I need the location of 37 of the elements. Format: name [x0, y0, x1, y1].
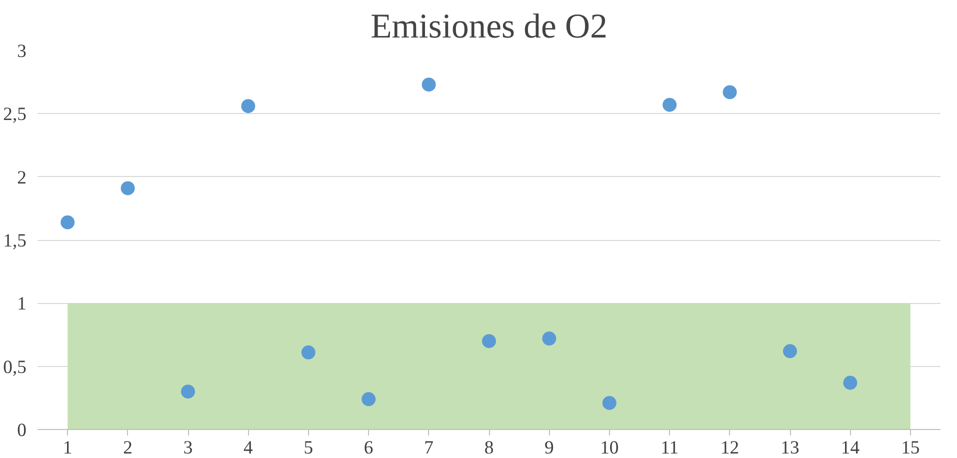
y-tick-label: 1,5: [3, 230, 27, 252]
point: [301, 345, 316, 360]
point: [422, 78, 436, 92]
point: [722, 85, 737, 100]
point: [602, 396, 616, 410]
y-tick-label: 0,5: [3, 356, 27, 378]
point: [843, 376, 858, 390]
x-tick-label: 12: [720, 438, 740, 458]
x-tick-label: 13: [780, 438, 800, 458]
x-tick-label: 7: [424, 438, 434, 458]
point: [181, 384, 195, 399]
x-tick-label: 3: [183, 438, 193, 458]
point: [362, 392, 376, 406]
y-tick-label: 3: [17, 41, 26, 62]
x-tick-label: 11: [660, 438, 679, 458]
x-tick-label: 9: [544, 438, 554, 458]
x-tick-label: 5: [304, 438, 314, 458]
y-tick-label: 1: [17, 294, 26, 315]
x-tick-label: 8: [484, 438, 494, 458]
point: [241, 99, 256, 114]
x-tick-label: 10: [600, 438, 619, 458]
x-tick-label: 6: [364, 438, 374, 458]
x-tick-label: 15: [901, 438, 920, 458]
chart-title: Emisiones de O2: [370, 8, 608, 46]
x-tick-label: 1: [62, 438, 72, 458]
x-tick-label: 14: [840, 438, 860, 458]
point: [783, 344, 797, 358]
y-tick-label: 2: [17, 167, 26, 188]
x-tick-label: 2: [123, 438, 132, 458]
point: [120, 181, 135, 196]
point: [542, 332, 556, 346]
y-tick-label: 0: [17, 420, 26, 441]
point: [482, 334, 496, 348]
y-tick-label: 2,5: [3, 104, 27, 126]
x-tick-label: 4: [244, 438, 254, 458]
point: [60, 215, 75, 230]
point: [662, 98, 677, 112]
